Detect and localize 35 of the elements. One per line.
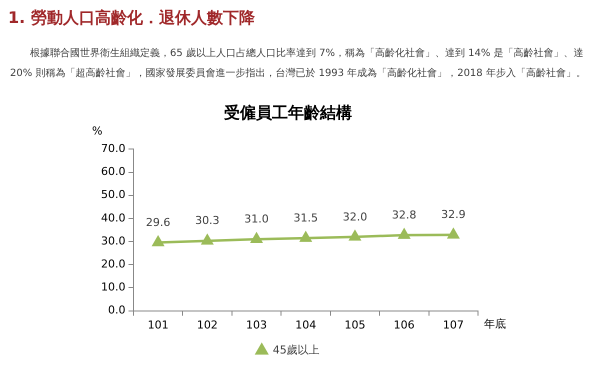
y-tick-label: 10.0 — [100, 280, 126, 294]
data-label: 29.6 — [146, 216, 170, 229]
y-tick-label: 40.0 — [100, 211, 126, 224]
x-tick-label: 104 — [295, 318, 316, 332]
data-label: 31.0 — [244, 212, 269, 226]
y-tick-label: 50.0 — [100, 188, 126, 202]
y-tick-label: 30.0 — [100, 234, 126, 248]
y-tick-label: 70.0 — [100, 142, 126, 156]
point — [398, 228, 410, 239]
chart-title: 受僱員工年齡結構 — [223, 102, 352, 122]
x-tick-label: 101 — [148, 318, 169, 332]
text: 1. 勞動人口高齡化．退休人數下降 — [8, 8, 255, 29]
x-tick-label: 107 — [442, 318, 464, 332]
point — [349, 230, 361, 241]
point — [300, 232, 312, 242]
y-tick-label: 0.0 — [108, 304, 126, 317]
y-tick-label: 60.0 — [100, 165, 126, 178]
data-label: 32.0 — [342, 210, 368, 224]
x-axis-title: 年底 — [484, 318, 506, 331]
x-tick-label: 102 — [196, 318, 218, 332]
x-tick-label: 106 — [394, 318, 415, 332]
data-label: 31.5 — [293, 211, 318, 224]
legend-label: 45歲以上 — [272, 343, 320, 356]
data-label: 32.8 — [392, 208, 416, 222]
point — [448, 228, 459, 239]
y-axis-title: % — [92, 124, 102, 138]
y-tick-label: 20.0 — [100, 257, 126, 270]
data-label: 30.3 — [195, 214, 220, 228]
point — [202, 234, 213, 245]
data-label: 32.9 — [441, 208, 466, 222]
point — [152, 236, 164, 246]
x-tick-label: 105 — [344, 318, 366, 332]
point — [250, 232, 262, 243]
x-tick-label: 103 — [246, 318, 268, 332]
text: 根據聯合國世界衛生組織定義，65 歲以上人口占總人口比率達到 7%，稱為「高齡化社會」、達到 14% 是「高齡社會」、達 20% 則稱為「超高齡社會」，國家發展委員會進一步指出，台灣已於 1993 年成為「高齡化社會」，2018 年步入「高齡社會」。 — [10, 46, 587, 81]
